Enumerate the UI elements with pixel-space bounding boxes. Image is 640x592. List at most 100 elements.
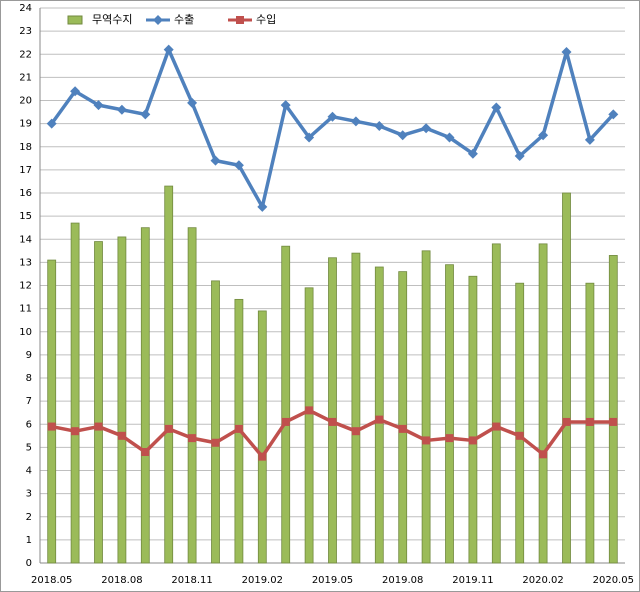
bar — [491, 243, 501, 564]
y-tick-label: 14 — [19, 234, 32, 245]
bar — [562, 192, 571, 564]
point — [397, 130, 408, 141]
bar — [211, 280, 220, 564]
point — [280, 100, 291, 111]
point — [351, 427, 360, 436]
y-tick-label: 0 — [26, 558, 32, 569]
y-tick-label: 12 — [19, 281, 32, 292]
bar — [421, 250, 431, 564]
point — [233, 160, 244, 171]
point — [47, 422, 56, 431]
point — [468, 436, 477, 445]
bar — [468, 275, 478, 564]
point — [257, 201, 268, 212]
y-tick-label: 18 — [19, 142, 32, 153]
bar — [117, 236, 127, 564]
point — [46, 118, 57, 129]
point — [234, 424, 243, 433]
point — [305, 406, 314, 415]
y-tick-label: 16 — [19, 188, 32, 199]
point — [163, 44, 174, 55]
x-tick-label: 2018.08 — [101, 575, 142, 586]
bar — [398, 271, 408, 564]
point — [211, 438, 220, 447]
y-tick-label: 24 — [19, 3, 32, 14]
point — [187, 97, 198, 108]
y-tick-label: 6 — [26, 419, 32, 430]
y-tick-label: 1 — [26, 535, 32, 546]
x-tick-label: 2019.11 — [452, 575, 493, 586]
point — [492, 422, 501, 431]
y-tick-label: 8 — [26, 373, 32, 384]
bar — [328, 257, 337, 564]
point — [562, 417, 571, 426]
point — [70, 86, 81, 97]
point — [445, 434, 454, 443]
bar — [351, 252, 361, 564]
point — [258, 452, 267, 461]
bar — [281, 245, 291, 564]
bar — [304, 287, 314, 564]
point — [398, 424, 407, 433]
bar — [164, 185, 174, 564]
point — [467, 148, 478, 159]
x-tick-label: 2019.02 — [242, 575, 283, 586]
bar — [538, 243, 548, 564]
bar — [257, 310, 267, 564]
bar — [515, 282, 525, 564]
point — [304, 132, 315, 143]
point — [609, 417, 618, 426]
y-tick-label: 2 — [26, 512, 32, 523]
point — [561, 46, 572, 57]
point — [539, 450, 548, 459]
x-tick-label: 2019.05 — [312, 575, 353, 586]
y-tick-label: 15 — [19, 211, 32, 222]
y-tick-label: 5 — [26, 442, 32, 453]
point — [327, 111, 338, 122]
point — [515, 431, 524, 440]
point — [71, 427, 80, 436]
point — [514, 151, 525, 161]
point — [140, 109, 151, 120]
point — [236, 16, 244, 24]
point — [422, 436, 431, 445]
x-tick-label: 2019.08 — [382, 575, 423, 586]
point — [281, 417, 290, 426]
point — [584, 134, 595, 145]
y-tick-label: 20 — [19, 96, 32, 107]
y-tick-label: 23 — [19, 26, 32, 37]
y-tick-label: 22 — [19, 49, 32, 60]
point — [328, 417, 337, 426]
bar — [608, 255, 618, 564]
y-tick-label: 19 — [19, 119, 32, 130]
point — [116, 104, 127, 115]
bar — [445, 264, 454, 564]
point — [141, 448, 150, 456]
x-tick-label: 2020.02 — [522, 575, 563, 586]
point — [608, 109, 619, 120]
point — [374, 120, 385, 131]
point — [210, 155, 221, 166]
bar — [140, 227, 150, 564]
bar — [187, 227, 197, 564]
y-tick-label: 11 — [19, 304, 32, 315]
y-tick-label: 13 — [19, 257, 32, 268]
point — [117, 431, 126, 440]
legend-swatch — [67, 15, 83, 25]
point — [94, 422, 103, 431]
x-tick-label: 2020.05 — [593, 575, 634, 586]
y-tick-label: 21 — [19, 72, 32, 83]
y-tick-label: 4 — [26, 466, 32, 477]
y-tick-label: 9 — [26, 350, 32, 361]
point — [491, 102, 502, 113]
point — [375, 415, 384, 424]
point — [421, 123, 432, 134]
legend-label: 수입 — [256, 13, 276, 26]
point — [538, 130, 549, 141]
legend-label: 수출 — [174, 13, 194, 26]
point — [93, 100, 104, 111]
bar — [374, 266, 384, 564]
x-tick-label: 2018.11 — [171, 575, 212, 586]
